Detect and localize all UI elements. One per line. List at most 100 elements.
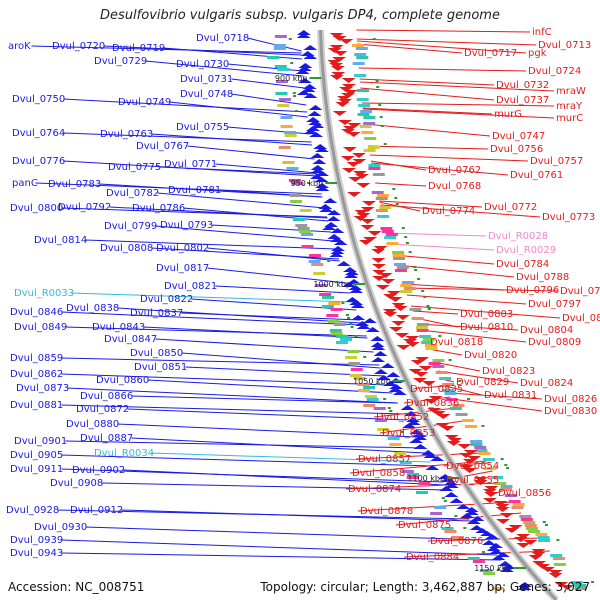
- gene-label: Dvul_0858: [352, 468, 405, 479]
- forward-gene: [443, 480, 458, 485]
- cog-block: [441, 527, 454, 530]
- cog-block: [363, 404, 376, 407]
- gc-mark: [441, 497, 445, 499]
- cog-block: [288, 179, 301, 182]
- reverse-gene: [354, 174, 369, 179]
- gene-label: Dvul_0847: [104, 334, 157, 345]
- reverse-gene: [329, 33, 344, 38]
- gene-label: Dvul_0862: [10, 369, 63, 380]
- label-leader: [61, 552, 502, 561]
- cog-block: [298, 230, 311, 233]
- gene-label: Dvul_0783: [48, 179, 101, 190]
- gene-label: Dvul_0939: [10, 535, 63, 546]
- cog-block: [301, 245, 314, 248]
- reverse-gene: [356, 213, 371, 218]
- reverse-gene: [493, 501, 508, 506]
- forward-gene: [297, 78, 312, 83]
- forward-gene: [318, 204, 333, 209]
- gc-mark: [380, 125, 384, 127]
- forward-gene: [327, 234, 342, 239]
- reverse-gene: [360, 219, 375, 224]
- label-leader: [207, 247, 340, 262]
- label-leader: [61, 357, 380, 366]
- label-leader: [368, 145, 489, 150]
- gene-label: Dvul_0838: [66, 303, 119, 314]
- gc-mark: [542, 521, 546, 523]
- gc-mark: [443, 500, 447, 502]
- gene-label: Dvul_0774: [422, 206, 475, 217]
- cog-block: [425, 347, 438, 350]
- reverse-gene: [482, 498, 497, 503]
- reverse-gene: [523, 540, 538, 545]
- forward-gene: [315, 171, 330, 176]
- cog-block: [274, 65, 287, 68]
- cog-block: [500, 485, 513, 488]
- cog-block: [478, 452, 491, 455]
- reverse-gene: [405, 336, 420, 341]
- gc-mark: [458, 380, 462, 382]
- cog-block: [276, 80, 288, 83]
- forward-gene: [342, 267, 357, 272]
- forward-gene: [300, 51, 315, 56]
- gc-mark: [423, 296, 427, 298]
- label-leader: [61, 454, 434, 467]
- gene-label: Dvul_0730: [176, 59, 229, 70]
- cog-block: [267, 56, 280, 59]
- forward-gene: [444, 483, 459, 488]
- gene-label: Dvul_0829: [456, 377, 509, 388]
- forward-gene: [376, 375, 391, 380]
- gene-label: murC: [556, 113, 583, 124]
- label-leader: [127, 408, 407, 421]
- gene-label: Dvul_0884: [406, 552, 459, 563]
- cog-block: [442, 389, 455, 392]
- gene-label: Dvul_0854: [446, 461, 499, 472]
- label-leader: [387, 232, 487, 237]
- cog-block: [425, 344, 437, 347]
- gc-mark: [293, 95, 297, 97]
- gc-mark: [372, 38, 376, 40]
- cog-block: [350, 368, 363, 371]
- label-leader: [390, 243, 495, 251]
- cog-block: [375, 197, 388, 200]
- gene-label: mraY: [556, 101, 583, 112]
- gc-mark: [290, 62, 294, 64]
- label-leader: [147, 379, 393, 394]
- reverse-gene: [362, 237, 377, 242]
- forward-gene: [362, 318, 377, 323]
- label-leader: [85, 239, 337, 250]
- label-leader: [131, 395, 398, 404]
- label-leader: [356, 40, 527, 54]
- label-leader: [445, 385, 483, 396]
- cog-block: [379, 206, 392, 209]
- forward-gene: [380, 363, 395, 368]
- label-leader: [67, 387, 398, 404]
- forward-gene: [409, 438, 424, 443]
- label-leader: [448, 392, 543, 400]
- reverse-gene: [431, 411, 446, 416]
- gc-mark: [379, 116, 383, 118]
- cog-block: [377, 428, 390, 431]
- forward-gene: [421, 450, 436, 455]
- gene-label: Dvul_0836: [406, 398, 459, 409]
- reverse-gene: [331, 72, 346, 77]
- forward-gene: [370, 336, 385, 341]
- gc-mark: [496, 569, 500, 571]
- reverse-gene: [339, 39, 354, 44]
- cog-block: [360, 110, 373, 113]
- gene-label: Dvul_0801: [562, 313, 600, 324]
- gene-label: Dvul_0755: [176, 122, 229, 133]
- cog-block: [299, 209, 312, 212]
- gene-label: Dvul_0928: [6, 505, 59, 516]
- gene-label: Dvul_0830: [544, 406, 597, 417]
- cog-block: [394, 263, 406, 266]
- reverse-gene: [531, 552, 546, 557]
- gc-mark: [347, 317, 351, 319]
- label-leader: [417, 323, 519, 331]
- cog-block: [348, 362, 361, 365]
- gc-mark: [383, 143, 387, 145]
- label-leader: [187, 145, 315, 160]
- reverse-gene: [346, 162, 361, 167]
- cog-block: [392, 254, 405, 257]
- cog-block: [396, 266, 409, 269]
- cog-block: [371, 191, 384, 194]
